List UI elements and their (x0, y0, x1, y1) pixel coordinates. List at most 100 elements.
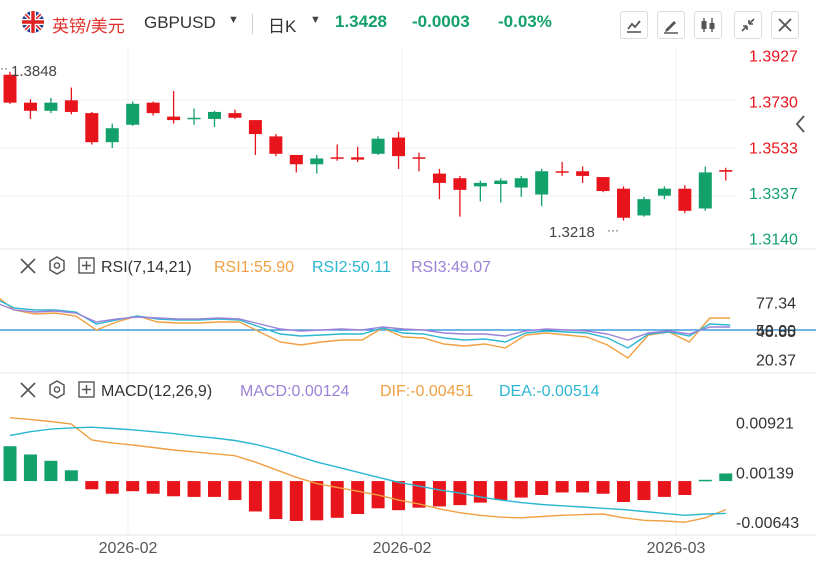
candle-body (44, 102, 58, 111)
dea-value: DEA:-0.00514 (499, 383, 600, 400)
rsi-tick-label: 48.85 (756, 324, 796, 341)
rsi3-value: RSI3:49.07 (411, 259, 491, 276)
macd-bar (351, 481, 365, 514)
candle-style-button[interactable] (694, 11, 722, 39)
macd-bar (248, 481, 262, 512)
candle-body (105, 128, 119, 143)
candle-body (555, 171, 569, 173)
candle-body (310, 158, 324, 165)
rsi-close-icon[interactable] (20, 258, 36, 274)
macd-settings-icon[interactable] (49, 380, 65, 399)
macd-bar (23, 454, 37, 482)
uk-flag-icon (22, 11, 44, 33)
macd-bar (146, 481, 160, 494)
chart-header: 英镑/美元 GBPUSD ▼ 日K ▼ 1.3428 -0.0003 -0.03… (0, 0, 816, 48)
macd-bar (657, 481, 671, 497)
candle-body (167, 116, 181, 121)
candle-body (208, 111, 221, 119)
candle-body (289, 154, 303, 165)
macd-bar (228, 481, 242, 501)
collapse-button[interactable] (734, 11, 762, 39)
rsi-header: RSI(7,14,21) RSI1:55.90 RSI2:50.11 RSI3:… (20, 256, 491, 276)
macd-bar (494, 481, 508, 501)
low-price-annotation: 1.3218 (549, 224, 595, 241)
candle-style-icon (701, 18, 715, 32)
rsi-expand-icon[interactable] (78, 257, 95, 274)
candle-body (23, 102, 37, 111)
time-tick-label: 2026-03 (647, 540, 706, 557)
close-icon (778, 18, 792, 32)
macd-bar (187, 481, 201, 497)
macd-bar (637, 481, 651, 501)
macd-bar (269, 481, 283, 520)
candle-body (351, 157, 365, 160)
rsi-settings-icon[interactable] (49, 256, 65, 275)
pair-code[interactable]: GBPUSD (144, 13, 216, 32)
header-divider (252, 14, 253, 34)
period-selector[interactable]: 日K (268, 17, 297, 36)
rsi-tick-label: 20.37 (756, 353, 796, 370)
macd-bar (289, 481, 303, 521)
macd-bar (208, 481, 221, 497)
macd-bar (514, 481, 528, 498)
line-draw-button[interactable] (620, 11, 648, 39)
rsi-tick-label: 50.00 (756, 323, 796, 340)
candle-body (330, 157, 344, 159)
price-tick-label: 1.3730 (749, 94, 798, 111)
macd-bar (576, 481, 590, 493)
high-price-annotation: 1.3848 (11, 63, 57, 80)
macd-bar (473, 481, 487, 503)
candle-body (514, 178, 528, 188)
macd-bar (3, 446, 17, 482)
pair-dropdown-icon[interactable]: ▼ (228, 14, 239, 26)
macd-bar (85, 481, 99, 490)
macd-panel: 0.00921 0.00139 -0.00643 (3, 416, 799, 532)
rsi-line-rsi2 (0, 300, 731, 349)
candle-body (248, 120, 262, 135)
chart-grid (0, 48, 816, 536)
high-marker-dots: ·· (0, 61, 8, 75)
macd-bar (698, 479, 712, 482)
pencil-button[interactable] (657, 11, 685, 39)
rsi-line-rsi3 (0, 303, 731, 341)
macd-bar (596, 481, 610, 494)
candle-body (228, 113, 242, 118)
price-change-percent: -0.03% (498, 12, 552, 31)
period-dropdown-icon[interactable]: ▼ (310, 14, 321, 26)
candle-body (576, 171, 590, 176)
candle-body (85, 113, 99, 143)
macd-header: MACD(12,26,9) MACD:0.00124 DIF:-0.00451 … (20, 380, 600, 400)
kline-chart[interactable]: 1.3927 1.3730 1.3533 1.3337 1.3140 77.34 50.0… (0, 48, 816, 564)
rsi-tick-label: 77.34 (756, 296, 796, 313)
macd-bar (555, 481, 569, 493)
candle-body (678, 188, 692, 211)
macd-tick-label: 0.00139 (736, 465, 794, 482)
dif-value: DIF:-0.00451 (380, 383, 473, 400)
candle-body (146, 102, 160, 114)
candle-body (617, 188, 630, 218)
macd-bar (535, 481, 549, 495)
macd-close-icon[interactable] (20, 382, 36, 398)
macd-bar (44, 460, 58, 482)
price-tick-label: 1.3140 (749, 232, 798, 249)
close-chart-button[interactable] (771, 11, 799, 39)
collapse-icon (741, 18, 755, 32)
macd-bar (167, 481, 181, 497)
rsi2-value: RSI2:50.11 (312, 259, 391, 276)
candle-body (596, 177, 610, 192)
macd-line-dea (9, 426, 726, 517)
macd-bar (432, 481, 446, 507)
macd-bar (310, 481, 324, 521)
macd-expand-icon[interactable] (78, 381, 95, 398)
expand-side-icon[interactable] (795, 115, 805, 133)
pair-chinese-name[interactable]: 英镑/美元 (52, 17, 125, 36)
rsi-title: RSI(7,14,21) (101, 259, 192, 276)
candle-body (412, 157, 426, 159)
macd-bar (617, 481, 630, 502)
price-tick-label: 1.3927 (749, 49, 798, 66)
candle-body (371, 138, 385, 154)
macd-bar (412, 481, 426, 508)
time-axis: 2026-02 2026-02 2026-03 (99, 540, 706, 557)
candle-body (453, 178, 467, 190)
price-change: -0.0003 (412, 12, 470, 31)
